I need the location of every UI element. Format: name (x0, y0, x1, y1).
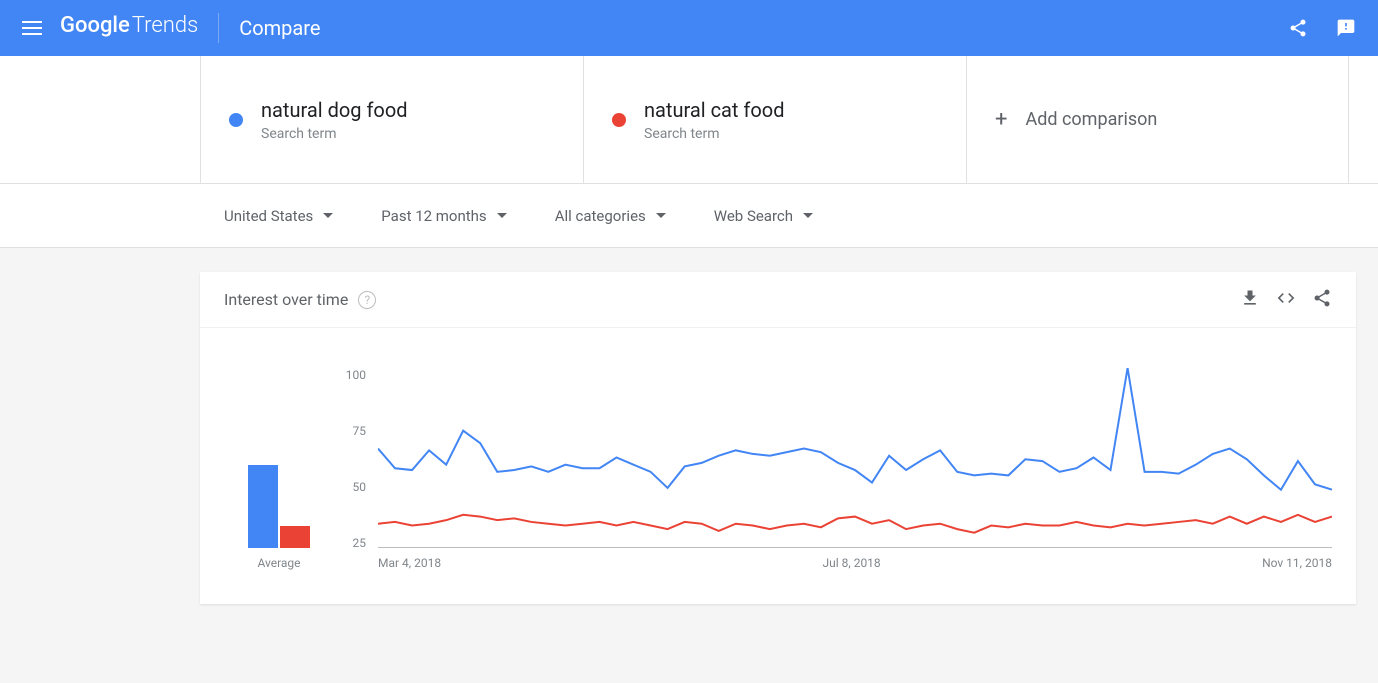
series-dot-2 (612, 113, 626, 127)
help-icon[interactable]: ? (358, 291, 376, 309)
filter-region-label: United States (224, 207, 313, 225)
x-tick: Jul 8, 2018 (822, 556, 880, 570)
chevron-down-icon (323, 213, 333, 218)
series-dot-1 (229, 113, 243, 127)
plot-area (378, 368, 1332, 548)
chart-area: Average 100 75 50 25 Mar 4, 2018 Jul 8, … (200, 328, 1356, 574)
x-tick: Mar 4, 2018 (378, 556, 441, 570)
embed-icon[interactable] (1276, 288, 1296, 312)
y-tick: 50 (353, 480, 367, 494)
y-tick: 25 (353, 536, 367, 550)
y-tick: 100 (346, 368, 366, 382)
filter-time-label: Past 12 months (381, 207, 486, 225)
card-title: Interest over time (224, 290, 348, 309)
y-axis-labels: 100 75 50 25 (334, 368, 374, 550)
logo-strong: Google (60, 13, 130, 38)
add-comparison-label: Add comparison (1025, 109, 1157, 130)
filter-time[interactable]: Past 12 months (381, 207, 506, 225)
card-header: Interest over time ? (200, 272, 1356, 328)
filter-search-type[interactable]: Web Search (714, 207, 813, 225)
compare-bar: natural dog food Search term natural cat… (0, 56, 1378, 184)
average-label: Average (257, 556, 300, 570)
filter-category-label: All categories (555, 207, 646, 225)
interest-card: Interest over time ? Averag (200, 272, 1356, 604)
menu-icon[interactable] (12, 8, 52, 48)
page-title: Compare (239, 16, 1278, 40)
filter-search-type-label: Web Search (714, 207, 793, 225)
add-comparison-button[interactable]: + Add comparison (966, 56, 1349, 183)
line-chart: 100 75 50 25 Mar 4, 2018 Jul 8, 2018 Nov… (334, 368, 1332, 574)
chevron-down-icon (656, 213, 666, 218)
app-header: Google Trends Compare (0, 0, 1378, 56)
download-icon[interactable] (1240, 288, 1260, 312)
term-sub-2: Search term (644, 126, 784, 142)
avg-bar-1 (248, 465, 278, 548)
x-tick: Nov 11, 2018 (1262, 556, 1332, 570)
chevron-down-icon (497, 213, 507, 218)
compare-term-2[interactable]: natural cat food Search term (583, 56, 966, 183)
logo[interactable]: Google Trends (60, 13, 219, 43)
share-chart-icon[interactable] (1312, 288, 1332, 312)
logo-light: Trends (132, 13, 198, 38)
filter-region[interactable]: United States (224, 207, 333, 225)
term-text-1: natural dog food Search term (261, 98, 408, 142)
term-name-1: natural dog food (261, 98, 408, 122)
filter-bar: United States Past 12 months All categor… (0, 184, 1378, 248)
average-bars (248, 368, 310, 548)
term-name-2: natural cat food (644, 98, 784, 122)
y-tick: 75 (353, 424, 367, 438)
average-column: Average (224, 368, 334, 574)
term-text-2: natural cat food Search term (644, 98, 784, 142)
share-icon[interactable] (1278, 8, 1318, 48)
header-actions (1278, 8, 1366, 48)
card-actions (1240, 288, 1332, 312)
term-sub-1: Search term (261, 126, 408, 142)
chevron-down-icon (803, 213, 813, 218)
content: Interest over time ? Averag (0, 248, 1378, 604)
plus-icon: + (995, 107, 1007, 132)
compare-term-1[interactable]: natural dog food Search term (200, 56, 583, 183)
filter-category[interactable]: All categories (555, 207, 666, 225)
feedback-icon[interactable] (1326, 8, 1366, 48)
line-svg (378, 368, 1332, 547)
x-axis-labels: Mar 4, 2018 Jul 8, 2018 Nov 11, 2018 (378, 548, 1332, 570)
avg-bar-2 (280, 526, 310, 548)
